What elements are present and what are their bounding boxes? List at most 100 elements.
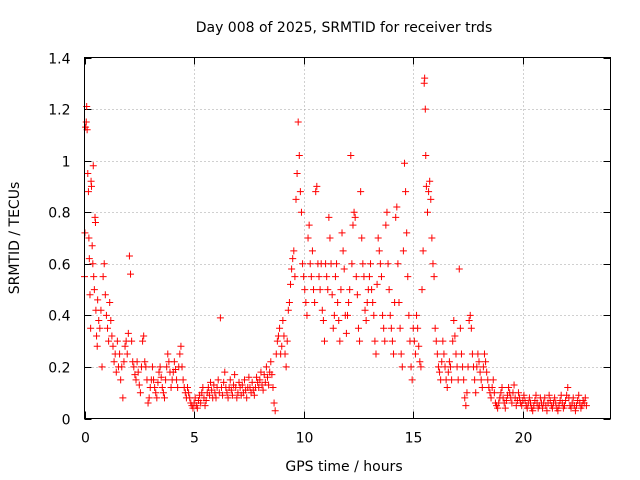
data-point — [356, 337, 364, 345]
data-point — [379, 311, 387, 319]
data-point — [323, 273, 331, 281]
data-point — [419, 247, 427, 255]
data-point — [154, 378, 162, 386]
data-point — [223, 389, 231, 397]
data-point — [416, 358, 424, 366]
data-point — [101, 291, 109, 299]
data-point — [417, 363, 425, 371]
data-point — [116, 350, 124, 358]
data-point — [382, 221, 390, 229]
data-point — [337, 286, 345, 294]
data-point — [444, 368, 452, 376]
data-point — [551, 394, 559, 402]
data-point — [136, 389, 144, 397]
data-point — [85, 234, 93, 242]
data-point — [494, 404, 502, 412]
data-point — [312, 188, 320, 196]
data-point — [334, 298, 342, 306]
data-point — [148, 363, 156, 371]
data-point — [281, 350, 289, 358]
data-point — [483, 368, 491, 376]
y-tick-label: 1.2 — [48, 103, 70, 119]
data-point — [357, 188, 365, 196]
data-point — [440, 350, 448, 358]
data-point — [489, 376, 497, 384]
data-point — [99, 273, 107, 281]
data-point — [330, 311, 338, 319]
data-point — [152, 389, 160, 397]
data-point — [381, 337, 389, 345]
data-point — [510, 381, 518, 389]
data-point — [478, 384, 486, 392]
data-point — [96, 324, 104, 332]
y-tick-label: 0.8 — [48, 206, 70, 222]
data-point — [502, 396, 510, 404]
data-point — [400, 159, 408, 167]
data-point — [159, 389, 167, 397]
data-point — [185, 389, 193, 397]
data-point — [404, 273, 412, 281]
data-point — [127, 270, 135, 278]
data-point — [82, 118, 90, 126]
data-point — [422, 182, 430, 190]
data-point — [304, 234, 312, 242]
data-point — [354, 324, 362, 332]
data-point — [373, 280, 381, 288]
data-point — [368, 286, 376, 294]
data-point — [142, 363, 150, 371]
grid-layer — [84, 57, 611, 419]
data-point — [367, 260, 375, 268]
data-point — [160, 394, 168, 402]
data-point — [85, 255, 93, 263]
data-point — [300, 273, 308, 281]
data-point — [112, 368, 120, 376]
data-point — [306, 260, 314, 268]
data-point — [295, 151, 303, 159]
data-point — [414, 324, 422, 332]
data-point — [554, 407, 562, 415]
data-point — [174, 384, 182, 392]
data-point — [433, 350, 441, 358]
data-point — [438, 358, 446, 366]
data-point — [90, 286, 98, 294]
chart-title: Day 008 of 2025, SRMTID for receiver trd… — [196, 20, 493, 36]
data-point — [276, 324, 284, 332]
data-point — [398, 363, 406, 371]
data-point — [132, 376, 140, 384]
data-point — [490, 389, 498, 397]
data-point — [474, 350, 482, 358]
data-point — [289, 255, 297, 263]
data-point — [482, 358, 490, 366]
data-point — [301, 286, 309, 294]
data-point — [313, 182, 321, 190]
data-point — [271, 407, 279, 415]
data-point — [110, 358, 118, 366]
data-point — [497, 389, 505, 397]
data-point — [408, 376, 416, 384]
data-point — [307, 273, 315, 281]
data-point — [118, 363, 126, 371]
data-point — [362, 317, 370, 325]
data-point — [328, 291, 336, 299]
data-point — [348, 260, 356, 268]
data-point — [250, 391, 258, 399]
data-point — [173, 376, 181, 384]
data-point — [347, 151, 355, 159]
data-point — [265, 381, 273, 389]
data-point — [221, 368, 229, 376]
data-point — [177, 342, 185, 350]
data-point — [293, 170, 301, 178]
data-point — [144, 399, 152, 407]
x-tick-label: 10 — [296, 431, 314, 447]
y-tick-label: 0 — [62, 413, 71, 429]
data-point — [319, 317, 327, 325]
data-point — [543, 407, 551, 415]
data-point — [457, 350, 465, 358]
data-point — [90, 273, 98, 281]
data-point — [87, 324, 95, 332]
data-point — [514, 389, 522, 397]
data-point — [370, 311, 378, 319]
data-point — [316, 286, 324, 294]
data-point — [233, 394, 241, 402]
data-point — [443, 384, 451, 392]
